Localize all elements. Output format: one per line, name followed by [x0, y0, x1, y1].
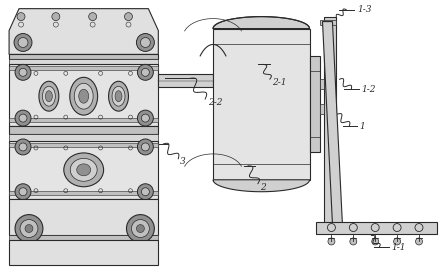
Bar [9, 118, 158, 122]
Ellipse shape [77, 164, 91, 176]
Circle shape [19, 68, 27, 76]
Bar [315, 222, 437, 233]
Circle shape [394, 238, 400, 245]
Bar [319, 20, 336, 25]
Circle shape [19, 188, 27, 196]
Circle shape [141, 68, 149, 76]
Ellipse shape [70, 158, 97, 181]
Circle shape [14, 33, 32, 52]
Circle shape [17, 13, 25, 21]
Polygon shape [323, 22, 342, 224]
Circle shape [137, 64, 153, 80]
Circle shape [350, 238, 357, 245]
Bar [158, 74, 213, 87]
Circle shape [25, 225, 33, 233]
Circle shape [52, 13, 60, 21]
Bar [324, 17, 336, 232]
Text: 3: 3 [180, 157, 186, 166]
Text: 2-2: 2-2 [208, 98, 222, 107]
Text: 1: 1 [359, 122, 365, 130]
Circle shape [137, 110, 153, 126]
Circle shape [141, 143, 149, 151]
Text: 2-1: 2-1 [272, 78, 286, 87]
Ellipse shape [43, 86, 55, 106]
Text: 1-2: 1-2 [361, 85, 376, 94]
Polygon shape [213, 180, 310, 192]
Circle shape [132, 219, 149, 238]
Circle shape [19, 143, 27, 151]
Ellipse shape [39, 81, 59, 111]
Bar [9, 126, 158, 134]
Circle shape [15, 184, 31, 200]
Polygon shape [213, 17, 310, 28]
Bar [9, 235, 158, 241]
Circle shape [140, 38, 150, 47]
Ellipse shape [109, 81, 128, 111]
Bar [310, 56, 319, 152]
Bar [319, 104, 324, 114]
Circle shape [127, 215, 154, 242]
Bar [9, 143, 158, 147]
Bar [9, 199, 158, 235]
Bar [9, 241, 158, 265]
Bar [9, 191, 158, 195]
Circle shape [15, 139, 31, 155]
Circle shape [15, 215, 43, 242]
Circle shape [18, 38, 28, 47]
Circle shape [141, 114, 149, 122]
Bar [9, 64, 158, 126]
Circle shape [416, 238, 423, 245]
Circle shape [372, 238, 379, 245]
Circle shape [328, 238, 335, 245]
Ellipse shape [74, 83, 93, 109]
Circle shape [19, 114, 27, 122]
Text: 1-1: 1-1 [391, 243, 406, 252]
Circle shape [136, 33, 154, 52]
Ellipse shape [70, 77, 97, 115]
Circle shape [141, 188, 149, 196]
Circle shape [136, 225, 144, 233]
Ellipse shape [79, 89, 89, 103]
Circle shape [137, 139, 153, 155]
Polygon shape [9, 9, 158, 55]
Circle shape [20, 219, 38, 238]
Circle shape [137, 184, 153, 200]
Circle shape [15, 110, 31, 126]
Ellipse shape [64, 153, 104, 187]
Circle shape [124, 13, 132, 21]
Bar [9, 55, 158, 59]
Bar [9, 66, 158, 70]
Bar [9, 59, 158, 64]
Text: 1-3: 1-3 [358, 5, 372, 14]
Bar [319, 79, 324, 89]
Circle shape [15, 64, 31, 80]
Bar [9, 141, 158, 199]
Ellipse shape [112, 86, 125, 106]
Ellipse shape [45, 91, 52, 102]
Circle shape [89, 13, 97, 21]
Bar [9, 134, 158, 141]
Text: 2: 2 [260, 183, 265, 192]
Ellipse shape [115, 91, 122, 102]
Bar [213, 28, 310, 180]
